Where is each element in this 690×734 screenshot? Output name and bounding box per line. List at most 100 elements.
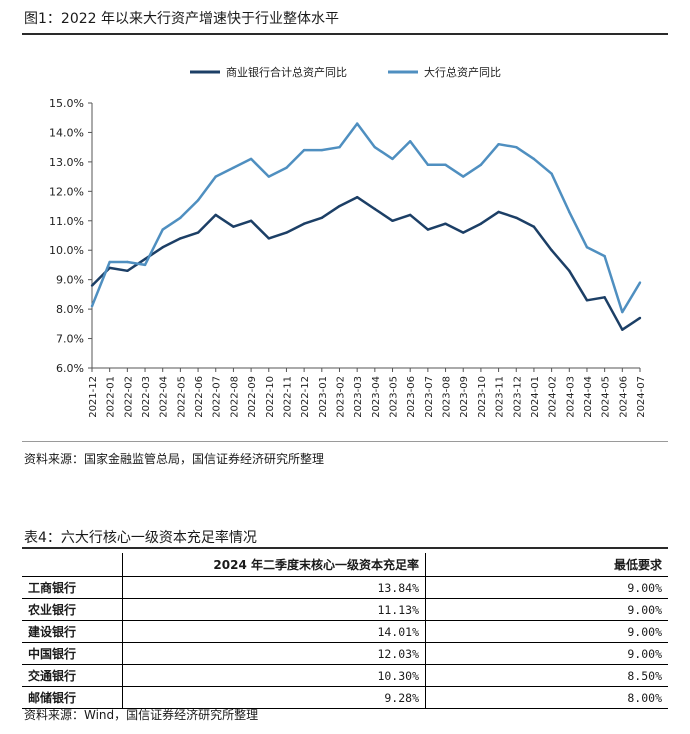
x-tick-label: 2023-04 bbox=[371, 376, 382, 418]
legend-label-1: 商业银行合计总资产同比 bbox=[226, 65, 347, 79]
data-point bbox=[108, 260, 111, 264]
data-point bbox=[196, 231, 200, 234]
data-point bbox=[497, 143, 500, 146]
data-point bbox=[638, 281, 642, 284]
y-tick-label: 10.0% bbox=[49, 244, 84, 257]
data-point bbox=[285, 166, 288, 169]
table-row: 农业银行 11.13% 9.00% bbox=[22, 598, 668, 621]
chart-bottom-rule bbox=[22, 441, 668, 442]
table-row: 工商银行 13.84% 9.00% bbox=[22, 576, 668, 599]
data-point bbox=[232, 166, 235, 169]
data-point bbox=[408, 140, 412, 143]
min-value: 9.00% bbox=[425, 642, 668, 665]
table-row: 建设银行 14.01% 9.00% bbox=[22, 620, 668, 643]
data-point bbox=[426, 163, 430, 167]
x-tick-label: 2023-05 bbox=[389, 376, 400, 418]
ratio-value: 14.01% bbox=[122, 620, 426, 643]
series-line-2 bbox=[90, 122, 642, 314]
data-point bbox=[497, 210, 500, 214]
header-bank bbox=[22, 553, 123, 577]
data-point bbox=[355, 122, 359, 125]
x-tick-label: 2022-09 bbox=[247, 376, 258, 418]
chart-lines bbox=[90, 122, 642, 331]
header-min: 最低要求 bbox=[425, 553, 668, 577]
data-point bbox=[355, 196, 359, 199]
data-point bbox=[391, 219, 394, 222]
data-point bbox=[373, 207, 377, 211]
y-tick-label: 14.0% bbox=[49, 126, 84, 139]
x-tick-label: 2022-01 bbox=[106, 376, 117, 418]
data-point bbox=[462, 175, 465, 178]
data-point bbox=[320, 216, 324, 220]
bank-name: 工商银行 bbox=[22, 576, 123, 599]
data-point bbox=[302, 222, 306, 225]
data-point bbox=[391, 157, 394, 161]
bank-name: 中国银行 bbox=[22, 642, 123, 665]
x-tick-label: 2024-02 bbox=[548, 376, 559, 418]
y-tick-label: 12.0% bbox=[49, 185, 84, 198]
data-point bbox=[568, 269, 571, 273]
x-tick-label: 2023-08 bbox=[442, 376, 453, 418]
data-point bbox=[249, 157, 253, 161]
y-tick-label: 11.0% bbox=[49, 215, 84, 228]
x-tick-label: 2022-03 bbox=[141, 376, 152, 418]
data-point bbox=[249, 219, 253, 222]
data-point bbox=[462, 231, 465, 234]
x-tick-label: 2021-12 bbox=[88, 376, 99, 418]
y-tick-label: 15.0% bbox=[49, 97, 84, 110]
bank-name: 农业银行 bbox=[22, 598, 123, 621]
x-tick-label: 2024-07 bbox=[636, 376, 647, 418]
data-point bbox=[267, 175, 270, 178]
data-point bbox=[267, 237, 270, 240]
data-point bbox=[408, 213, 412, 217]
data-point bbox=[532, 225, 536, 228]
data-point bbox=[232, 225, 235, 228]
data-point bbox=[603, 254, 606, 258]
x-tick-label: 2022-06 bbox=[194, 376, 205, 418]
min-value: 9.00% bbox=[425, 576, 668, 599]
legend-label-2: 大行总资产同比 bbox=[424, 65, 501, 79]
ratio-value: 13.84% bbox=[122, 576, 426, 599]
data-point bbox=[585, 246, 589, 249]
y-tick-label: 9.0% bbox=[56, 274, 84, 287]
ratio-value: 10.30% bbox=[122, 664, 426, 687]
data-point bbox=[621, 310, 624, 314]
x-tick-label: 2023-01 bbox=[318, 376, 329, 418]
y-tick-label: 8.0% bbox=[56, 303, 84, 316]
bank-name: 邮储银行 bbox=[22, 686, 123, 709]
data-point bbox=[108, 266, 111, 270]
capital-ratio-table: 2024 年二季度末核心一级资本充足率 最低要求 工商银行 13.84% 9.0… bbox=[22, 553, 668, 709]
x-tick-label: 2023-12 bbox=[512, 376, 523, 418]
data-point bbox=[285, 231, 288, 234]
line-chart: 商业银行合计总资产同比 大行总资产同比 6.0% 7.0% 8.0% 9.0% 10.0%… bbox=[49, 65, 647, 418]
y-tick-label: 7.0% bbox=[56, 333, 84, 346]
x-tick-label: 2022-04 bbox=[159, 376, 170, 418]
data-point bbox=[179, 216, 182, 220]
data-point bbox=[568, 210, 571, 214]
data-point bbox=[585, 299, 589, 302]
ratio-value: 12.03% bbox=[122, 642, 426, 665]
data-point bbox=[515, 145, 518, 149]
data-point bbox=[603, 296, 606, 299]
data-point bbox=[515, 216, 518, 220]
data-point bbox=[90, 304, 94, 308]
table-row: 中国银行 12.03% 9.00% bbox=[22, 642, 668, 665]
x-tick-label: 2022-11 bbox=[282, 376, 293, 418]
data-point bbox=[550, 249, 553, 252]
x-tick-label: 2022-12 bbox=[300, 376, 311, 418]
data-point bbox=[143, 263, 147, 267]
y-tick-label: 6.0% bbox=[56, 362, 84, 375]
header-ratio: 2024 年二季度末核心一级资本充足率 bbox=[122, 553, 426, 577]
x-tick-label: 2022-07 bbox=[212, 376, 223, 418]
data-point bbox=[426, 228, 430, 231]
series-line-1 bbox=[91, 195, 641, 331]
min-value: 9.00% bbox=[425, 620, 668, 643]
ratio-value: 11.13% bbox=[122, 598, 426, 621]
x-tick-label: 2022-08 bbox=[229, 376, 240, 418]
x-tick-label: 2023-03 bbox=[353, 376, 364, 418]
figure-title: 图1：2022 年以来大行资产增速快于行业整体水平 bbox=[24, 11, 339, 27]
data-point bbox=[302, 148, 306, 152]
x-tick-label: 2024-04 bbox=[583, 376, 594, 418]
data-point bbox=[444, 222, 447, 225]
data-point bbox=[479, 222, 483, 225]
